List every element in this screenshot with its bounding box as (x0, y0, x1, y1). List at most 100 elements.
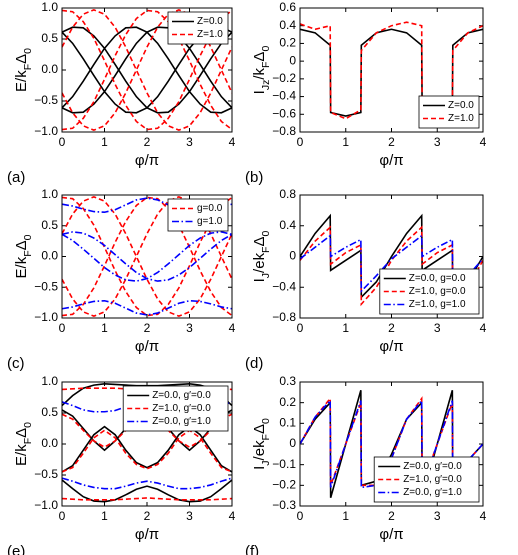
x-tick-label: 1 (101, 321, 108, 335)
y-tick-label: 0.0 (41, 436, 58, 450)
x-tick-label: 3 (186, 321, 193, 335)
legend-label: Z=0.0, g=0.0 (409, 273, 466, 284)
x-tick-label: 2 (388, 135, 395, 149)
x-axis-label: φ/π (135, 152, 159, 169)
panel: −0.8 −0.4 0 0.4 0.8 0 1 2 3 4 φ/π IJ/ekFΔ0 (d) Z=0.0,… (245, 187, 487, 372)
y-tick-label: −0.3 (272, 498, 296, 512)
y-axis-label: IJ/ekFΔ0 (251, 418, 272, 470)
x-tick-label: 3 (434, 321, 441, 335)
line-series (62, 299, 232, 316)
y-tick-label: 1.0 (41, 0, 58, 14)
x-tick-label: 4 (480, 135, 487, 149)
panel-label: (d) (245, 355, 263, 372)
y-tick-label: 0.3 (279, 374, 296, 388)
x-tick-label: 0 (59, 135, 66, 149)
line-series (62, 26, 232, 114)
legend-label: Z=1.0 (197, 29, 223, 40)
y-tick-label: 0.8 (279, 187, 296, 201)
y-tick-label: 0.6 (279, 0, 296, 14)
legend-box (167, 198, 229, 232)
line-series (62, 231, 232, 282)
legend-label: Z=1.0, g′=0.0 (152, 403, 211, 414)
legend-label: Z=0.0, g′=1.0 (403, 487, 462, 498)
panel-label: (a) (7, 169, 25, 186)
panel: −1.0−0.50.00.51.00 1 2 3 4φ/πE/kFΔ0(c)g=0.0g… (7, 187, 236, 372)
x-axis-label: φ/π (379, 526, 403, 543)
line-series (300, 21, 483, 120)
line-series (62, 231, 232, 282)
y-tick-label: 0 (289, 436, 296, 450)
plot-frame (61, 7, 233, 133)
y-axis-label: IJz/kFΔ0 (251, 46, 272, 95)
x-tick-label: 2 (388, 321, 395, 335)
y-tick-label: 0.0 (41, 249, 58, 263)
line-series (62, 401, 232, 413)
x-tick-label: 0 (297, 509, 304, 523)
y-tick-label: 1.0 (41, 187, 58, 201)
legend-box (122, 385, 229, 432)
y-tick-label: −0.5 (34, 467, 58, 481)
y-axis-label: E/kFΔ0 (13, 234, 34, 278)
line-series (62, 477, 232, 490)
line-series (62, 497, 232, 501)
legend-label: Z=0.0, g′=1.0 (152, 416, 211, 427)
x-tick-label: 2 (144, 135, 151, 149)
x-tick-label: 1 (342, 135, 349, 149)
x-tick-label: 2 (144, 509, 151, 523)
x-axis-label: φ/π (135, 338, 159, 355)
panel: −1.0 −0.5 0.0 0.5 1.0 0 1 2 3 4 φ/π E/kFΔ0 (e) Z=0.0,… (7, 374, 236, 555)
y-tick-label: −1.0 (34, 498, 58, 512)
y-tick-label: 0.5 (41, 31, 58, 45)
y-tick-label: 0 (289, 249, 296, 263)
legend-label: Z=1.0, g′=0.0 (403, 474, 462, 485)
line-series (62, 479, 232, 503)
legend-label: Z=0.0 (197, 16, 223, 27)
x-tick-label: 4 (480, 321, 487, 335)
panel: −0.3 −0.2 −0.1 0 0.1 0.2 0.3 0 1 2 3 4 φ/π IJ/ekFΔ0 (f… (245, 374, 487, 555)
y-tick-label: −0.8 (272, 124, 296, 138)
x-axis-label: φ/π (379, 338, 403, 355)
panel-label: (c) (7, 355, 25, 372)
x-tick-label: 3 (434, 509, 441, 523)
y-tick-label: −0.8 (272, 310, 296, 324)
legend: Z=0.0 Z=1.0 (418, 95, 480, 129)
x-tick-label: 4 (229, 509, 236, 523)
y-tick-label: −0.1 (272, 457, 296, 471)
legend: Z=0.0, g=0.0 Z=1.0, g=0.0 Z=1.0, g=1.0 (379, 268, 480, 315)
legend-label: Z=1.0, g=1.0 (409, 299, 466, 310)
x-tick-label: 0 (59, 321, 66, 335)
y-tick-label: 0.4 (279, 18, 296, 32)
plot-frame (61, 194, 233, 319)
legend: g=0.0 g=1.0 (167, 198, 229, 232)
panel-label: (b) (245, 169, 263, 186)
legend-label: Z=1.0 (448, 113, 474, 124)
y-tick-label: 0.2 (279, 36, 296, 50)
x-tick-label: 1 (101, 509, 108, 523)
legend-label: g=1.0 (197, 216, 223, 227)
y-tick-label: −0.2 (272, 71, 296, 85)
legend: Z=0.0 Z=1.0 (167, 11, 229, 45)
y-tick-label: 0.5 (41, 218, 58, 232)
line-series (62, 8, 232, 132)
y-tick-label: −0.5 (34, 279, 58, 293)
line-series (62, 429, 232, 473)
legend-box (373, 456, 480, 503)
legend: Z=0.0, g′=0.0 Z=1.0, g′=0.0 Z=0.0, g′=1.0 (373, 456, 480, 503)
x-tick-label: 1 (342, 509, 349, 523)
panel-label: (f) (245, 543, 259, 555)
y-tick-label: −1.0 (34, 310, 58, 324)
panel-label: (e) (7, 543, 25, 555)
legend-box (167, 11, 229, 45)
plot-frame (299, 194, 484, 319)
x-tick-label: 3 (434, 135, 441, 149)
legend-label: Z=0.0, g′=0.0 (152, 390, 211, 401)
plot-frame (61, 381, 233, 507)
y-tick-label: 0.1 (279, 416, 296, 430)
y-tick-label: 0 (289, 53, 296, 67)
x-tick-label: 4 (480, 509, 487, 523)
y-tick-label: −0.6 (272, 106, 296, 120)
y-tick-label: 0.4 (279, 218, 296, 232)
y-axis-label: IJ/ekFΔ0 (251, 230, 272, 282)
x-axis-label: φ/π (379, 152, 403, 169)
